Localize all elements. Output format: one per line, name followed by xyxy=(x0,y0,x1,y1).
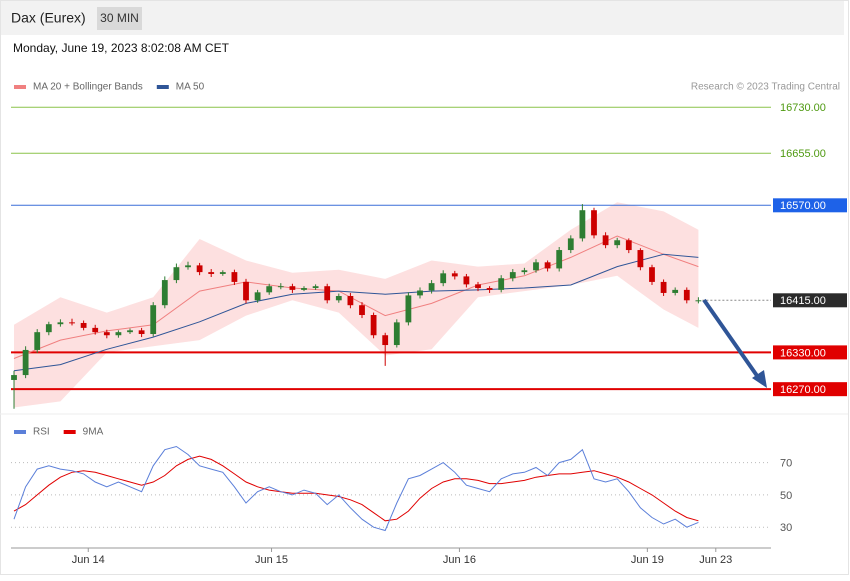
candle-body xyxy=(208,272,215,274)
candle-body xyxy=(69,322,75,324)
candle-body xyxy=(231,272,238,282)
bollinger-band xyxy=(14,202,699,408)
candle-body xyxy=(544,262,551,269)
legend-label: MA 20 + Bollinger Bands xyxy=(33,82,143,93)
legend-label: 9MA xyxy=(83,427,104,438)
candle-body xyxy=(614,240,621,246)
candle-body xyxy=(359,305,365,316)
candle-body xyxy=(127,330,133,333)
candle-body xyxy=(150,305,157,335)
candle-body xyxy=(254,292,261,301)
candle-body xyxy=(173,267,180,281)
x-tick-label: Jun 19 xyxy=(631,554,664,566)
level-label-box xyxy=(773,345,847,360)
level-label: 16570.00 xyxy=(780,200,826,212)
candle-body xyxy=(637,250,644,268)
candle-body xyxy=(672,289,679,293)
interval[interactable]: 30 MIN xyxy=(100,11,139,25)
y-tick-label: 70 xyxy=(780,458,792,470)
interval-box[interactable] xyxy=(97,7,142,30)
level-label: 16270.00 xyxy=(780,384,826,396)
candle-body xyxy=(312,286,319,289)
candle-body xyxy=(440,273,447,284)
candle-body xyxy=(103,332,110,336)
candle-body xyxy=(370,315,377,336)
candle-body xyxy=(521,270,528,273)
legend-swatch xyxy=(63,430,76,434)
candle-body xyxy=(393,322,400,346)
legend-label: RSI xyxy=(33,427,50,438)
instrument-title: Dax (Eurex) xyxy=(11,10,86,26)
candle-body xyxy=(463,276,470,285)
candle-body xyxy=(243,281,249,301)
candle-body xyxy=(486,288,493,290)
candle-body xyxy=(34,332,41,350)
candle-body xyxy=(289,286,296,290)
legend-swatch xyxy=(14,85,26,89)
candle-body xyxy=(509,272,516,279)
candle-body xyxy=(80,322,87,328)
candle-body xyxy=(533,262,539,271)
candle-body xyxy=(277,286,284,288)
candle-body xyxy=(649,267,655,282)
candle-body xyxy=(161,280,168,306)
level-label: 16655.00 xyxy=(780,148,826,160)
candle-body xyxy=(498,278,505,290)
candle-body xyxy=(417,290,423,296)
indicator-line xyxy=(13,455,699,522)
x-tick-label: Jun 15 xyxy=(255,554,288,566)
candle-body xyxy=(695,300,702,302)
candle-body xyxy=(625,240,632,251)
candle-body xyxy=(347,296,354,306)
level-label: 16730.00 xyxy=(780,102,826,114)
candle-body xyxy=(196,265,203,273)
candle-body xyxy=(324,286,331,301)
candle-body xyxy=(22,349,29,376)
candle-body xyxy=(382,335,389,346)
indicator-line xyxy=(13,445,699,532)
level-label-box xyxy=(773,382,847,397)
candle-body xyxy=(579,210,586,239)
forecast-arrowhead xyxy=(752,370,767,388)
level-label: 16415.00 xyxy=(780,295,826,307)
candle-body xyxy=(115,332,122,336)
candle-body xyxy=(185,265,191,268)
candle-body xyxy=(567,238,574,251)
candle-body xyxy=(219,272,226,274)
level-label-box xyxy=(773,198,847,213)
y-tick-label: 30 xyxy=(780,522,792,534)
candle-body xyxy=(660,281,667,293)
candle-body xyxy=(11,375,17,380)
copyright: Research © 2023 Trading Central xyxy=(691,82,840,93)
candle-body xyxy=(335,296,342,301)
candle-body xyxy=(683,289,690,301)
candle-body xyxy=(475,284,481,289)
x-tick-label: Jun 14 xyxy=(72,554,105,566)
candle-body xyxy=(301,288,307,290)
moving-average xyxy=(13,253,699,372)
candle-body xyxy=(428,283,435,291)
candle-body xyxy=(57,322,64,325)
x-tick-label: Jun 16 xyxy=(443,554,476,566)
legend-swatch xyxy=(156,85,169,89)
candle-body xyxy=(92,327,99,333)
y-tick-label: 50 xyxy=(780,490,792,502)
x-tick-label: Jun 23 xyxy=(699,554,732,566)
level-label: 16330.00 xyxy=(780,347,826,359)
candle-body xyxy=(591,210,597,236)
candle-body xyxy=(405,295,412,323)
legend-label: MA 50 xyxy=(176,82,205,93)
candle-body xyxy=(451,273,458,277)
timestamp: Monday, June 19, 2023 8:02:08 AM CET xyxy=(13,41,230,55)
level-label-box xyxy=(773,293,847,308)
candle-body xyxy=(266,286,273,293)
candle-body xyxy=(602,235,609,246)
legend-swatch xyxy=(14,430,26,434)
forecast-arrow xyxy=(702,298,762,382)
candle-body xyxy=(138,330,145,335)
candle-body xyxy=(556,250,563,269)
candle-body xyxy=(45,324,52,333)
